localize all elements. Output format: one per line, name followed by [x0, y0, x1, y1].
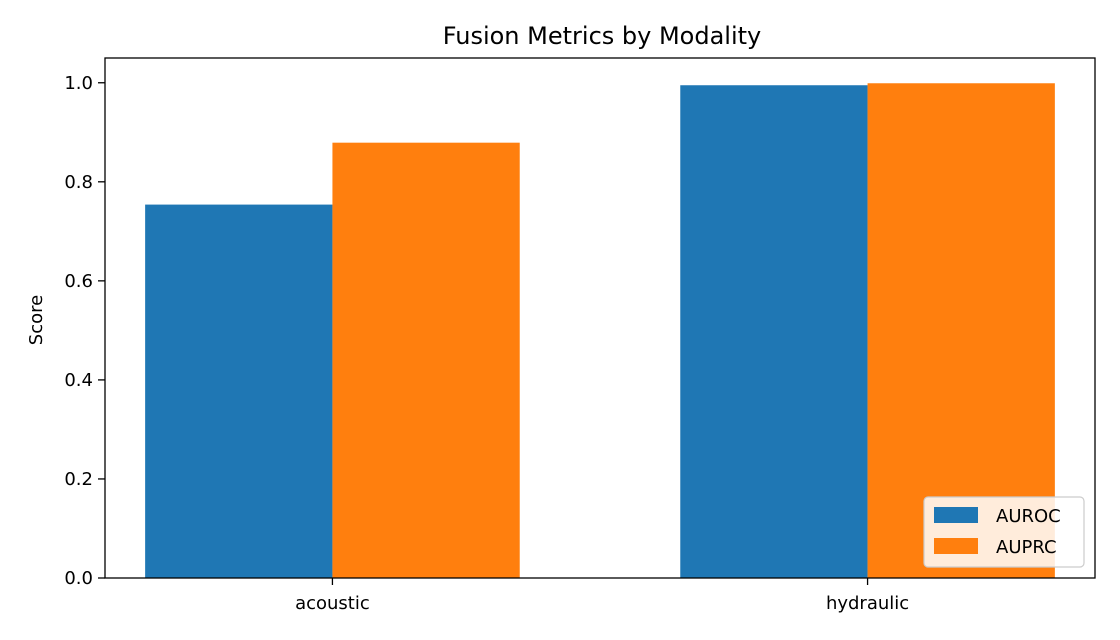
y-tick-label: 1.0 [64, 73, 93, 94]
x-tick-label-hydraulic: hydraulic [826, 593, 909, 614]
chart-title: Fusion Metrics by Modality [443, 22, 762, 50]
legend-swatch-auroc [934, 507, 978, 523]
y-axis: 0.0 0.2 0.4 0.6 0.8 1.0 [64, 73, 105, 589]
legend-label-auroc: AUROC [996, 506, 1061, 527]
legend: AUROC AUPRC [923, 496, 1085, 568]
legend-label-auprc: AUPRC [996, 537, 1057, 558]
axes-frame [104, 57, 1096, 579]
bar-auprc-acoustic [332, 142, 520, 578]
y-axis-label: Score [26, 295, 47, 345]
y-tick-label: 0.0 [64, 568, 93, 589]
x-axis: acoustic hydraulic [295, 578, 909, 614]
bar-auprc-hydraulic [867, 83, 1055, 578]
y-tick-label: 0.2 [64, 469, 93, 490]
x-tick-label-acoustic: acoustic [295, 593, 370, 614]
y-tick-label: 0.4 [64, 370, 93, 391]
y-tick-label: 0.8 [64, 172, 93, 193]
bar-auroc-hydraulic [680, 85, 868, 578]
legend-swatch-auprc [934, 538, 978, 554]
bar-auroc-acoustic [145, 204, 333, 579]
plot-area [145, 83, 1055, 579]
y-tick-label: 0.6 [64, 271, 93, 292]
